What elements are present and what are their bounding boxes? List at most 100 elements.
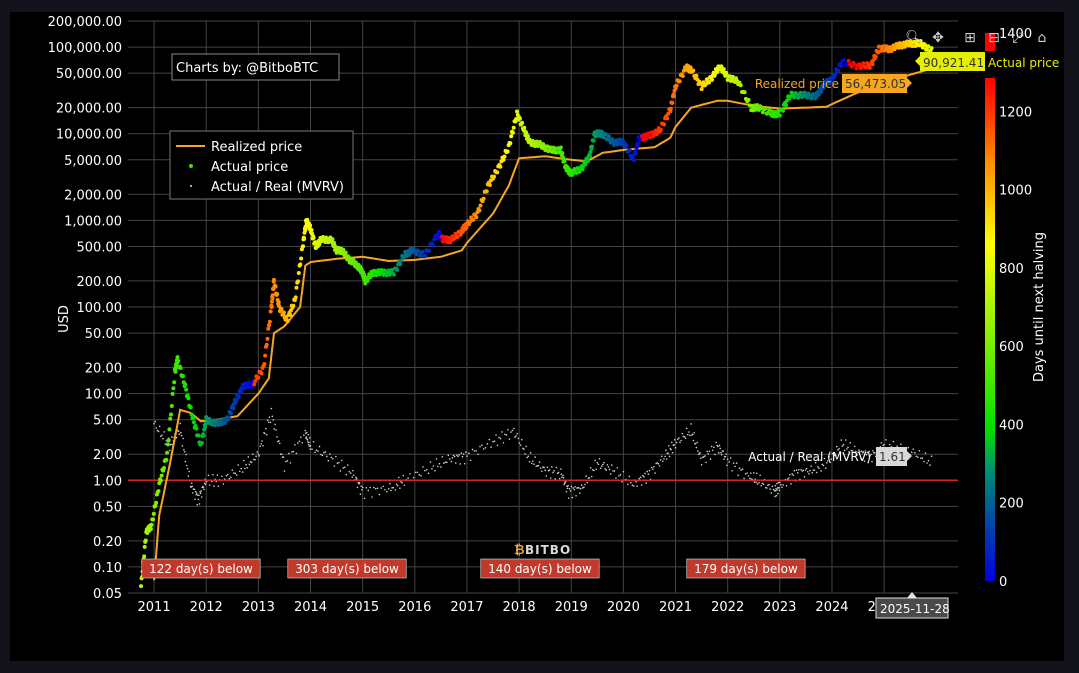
mvrv-point bbox=[789, 473, 791, 476]
mvrv-point bbox=[357, 481, 359, 484]
pan-icon[interactable]: ✥ bbox=[932, 30, 944, 46]
actual-price-point bbox=[905, 39, 910, 44]
mvrv-point bbox=[910, 451, 913, 454]
actual-price-point bbox=[585, 159, 590, 164]
actual-price-point bbox=[452, 236, 457, 241]
mvrv-point bbox=[656, 462, 659, 464]
actual-price-point bbox=[849, 64, 854, 69]
actual-price-point bbox=[889, 48, 894, 53]
mvrv-point bbox=[507, 429, 509, 431]
mvrv-point bbox=[777, 481, 780, 484]
mvrv-point bbox=[342, 467, 345, 469]
mvrv-point bbox=[425, 468, 428, 471]
mvrv-point bbox=[819, 459, 821, 461]
mvrv-point bbox=[329, 453, 331, 455]
mvrv-point bbox=[369, 486, 371, 489]
actual-price-point bbox=[363, 281, 368, 286]
actual-price-point bbox=[527, 137, 532, 142]
actual-price-point bbox=[635, 144, 640, 149]
mvrv-point bbox=[274, 423, 276, 426]
mvrv-point bbox=[630, 481, 632, 484]
actual-price-point bbox=[288, 312, 293, 317]
mvrv-point bbox=[186, 464, 188, 467]
legend[interactable]: Realized price Actual price Actual / Rea… bbox=[169, 130, 354, 200]
actual-price-point bbox=[553, 150, 558, 155]
mvrv-point bbox=[859, 450, 861, 453]
mvrv-point bbox=[774, 489, 777, 492]
actual-price-point bbox=[170, 391, 175, 396]
actual-price-point bbox=[509, 134, 514, 139]
grid-lines bbox=[128, 20, 958, 594]
zoom-icon[interactable]: 🔍︎ bbox=[905, 30, 923, 46]
mvrv-point bbox=[437, 465, 439, 468]
mvrv-point bbox=[930, 455, 933, 457]
actual-price-point bbox=[668, 106, 673, 111]
actual-price-point bbox=[343, 250, 348, 255]
mvrv-point bbox=[196, 503, 199, 506]
below-realized-annotation: 140 day(s) below bbox=[488, 562, 592, 576]
actual-price-point bbox=[651, 134, 656, 139]
actual-price-point bbox=[665, 116, 670, 121]
actual-price-point bbox=[266, 326, 271, 331]
mvrv-point bbox=[269, 421, 272, 424]
mvrv-point bbox=[184, 460, 187, 463]
mvrv-point bbox=[795, 469, 798, 472]
x-tick-label: 2014 bbox=[294, 600, 327, 615]
actual-price-point bbox=[184, 387, 189, 392]
y-tick-label: 20.00 bbox=[85, 362, 122, 377]
mvrv-point bbox=[696, 441, 698, 444]
home-icon[interactable]: ⌂ bbox=[1037, 30, 1047, 46]
mvrv-point bbox=[434, 469, 436, 472]
mvrv-point bbox=[866, 451, 869, 454]
actual-price-point bbox=[142, 554, 147, 559]
mvrv-point bbox=[400, 480, 402, 483]
mvrv-point bbox=[271, 415, 274, 418]
mvrv-point bbox=[744, 473, 747, 475]
legend-item-actual-price[interactable]: Actual price bbox=[211, 160, 288, 175]
actual-price-point bbox=[816, 92, 821, 97]
mvrv-point bbox=[659, 459, 662, 461]
mvrv-point bbox=[422, 466, 424, 468]
actual-price-point bbox=[249, 385, 254, 390]
mvrv-point bbox=[676, 438, 679, 441]
actual-price-point bbox=[658, 127, 663, 132]
legend-item-realized-price[interactable]: Realized price bbox=[211, 140, 302, 155]
mvrv-point bbox=[538, 461, 541, 463]
mvrv-point bbox=[212, 473, 214, 476]
mvrv-point bbox=[841, 445, 844, 447]
mvrv-point bbox=[580, 484, 583, 486]
below-realized-annotation: 303 day(s) below bbox=[295, 562, 399, 576]
mvrv-point bbox=[758, 481, 760, 484]
mvrv-point bbox=[178, 433, 181, 435]
mvrv-point bbox=[539, 467, 542, 470]
below-realized-annotation-box bbox=[141, 558, 261, 579]
mvrv-point bbox=[775, 494, 778, 497]
mvrv-point bbox=[367, 489, 370, 492]
actual-price-point bbox=[746, 97, 751, 102]
mvrv-point bbox=[689, 434, 691, 437]
actual-price-point bbox=[455, 235, 460, 240]
actual-price-point bbox=[703, 82, 708, 87]
zoom-out-icon[interactable]: ⊟ bbox=[988, 30, 1000, 46]
actual-price-point bbox=[543, 147, 548, 152]
actual-price-series bbox=[139, 39, 934, 589]
watermark-text: BITBO bbox=[525, 543, 571, 557]
y-tick-label: 20,000.00 bbox=[56, 102, 122, 117]
mvrv-point bbox=[390, 489, 392, 492]
legend-item-mvrv[interactable]: Actual / Real (MVRV) bbox=[211, 180, 344, 195]
mvrv-point bbox=[579, 487, 582, 490]
actual-price-point bbox=[209, 422, 214, 427]
mvrv-point bbox=[420, 474, 422, 477]
mvrv-point bbox=[713, 446, 715, 449]
zoom-in-icon[interactable]: ⊞ bbox=[964, 30, 976, 46]
mvrv-point bbox=[382, 485, 384, 488]
mvrv-point bbox=[808, 472, 810, 475]
legend-swatch-actual bbox=[189, 164, 193, 168]
mvrv-point bbox=[697, 450, 699, 452]
autoscale-icon[interactable]: ⤢ bbox=[1012, 30, 1024, 46]
mvrv-point bbox=[703, 455, 705, 458]
colorbar-tick-labels: 0 200 400 600 800 1000 1200 1400 bbox=[999, 27, 1032, 590]
mvrv-point bbox=[545, 475, 548, 477]
mvrv-point bbox=[161, 434, 163, 437]
actual-price-point bbox=[263, 353, 268, 358]
